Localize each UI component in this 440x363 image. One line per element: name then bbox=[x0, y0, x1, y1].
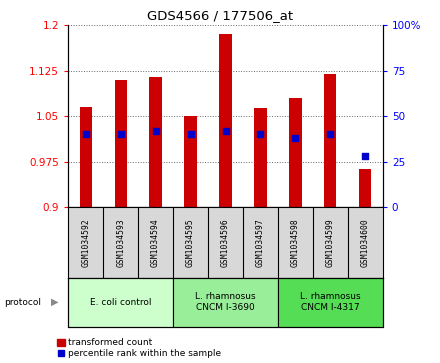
Text: GSM1034600: GSM1034600 bbox=[361, 218, 370, 267]
Point bbox=[327, 131, 334, 137]
Legend: transformed count, percentile rank within the sample: transformed count, percentile rank withi… bbox=[57, 338, 221, 359]
Point bbox=[257, 131, 264, 137]
Point bbox=[152, 128, 159, 134]
Point bbox=[292, 135, 299, 141]
Text: ▶: ▶ bbox=[51, 297, 58, 307]
Text: GSM1034594: GSM1034594 bbox=[151, 218, 160, 267]
Point bbox=[117, 131, 124, 137]
Text: L. rhamnosus
CNCM I-3690: L. rhamnosus CNCM I-3690 bbox=[195, 293, 256, 312]
Text: GDS4566 / 177506_at: GDS4566 / 177506_at bbox=[147, 9, 293, 22]
Bar bbox=[359, 169, 371, 207]
Point bbox=[82, 131, 89, 137]
Text: protocol: protocol bbox=[4, 298, 41, 307]
Text: L. rhamnosus
CNCM I-4317: L. rhamnosus CNCM I-4317 bbox=[300, 293, 361, 312]
Bar bbox=[278, 278, 383, 327]
Bar bbox=[324, 74, 337, 207]
Text: GSM1034593: GSM1034593 bbox=[116, 218, 125, 267]
Text: GSM1034595: GSM1034595 bbox=[186, 218, 195, 267]
Point bbox=[362, 153, 369, 159]
Bar bbox=[150, 77, 162, 207]
Text: GSM1034597: GSM1034597 bbox=[256, 218, 265, 267]
Bar bbox=[68, 278, 173, 327]
Text: GSM1034598: GSM1034598 bbox=[291, 218, 300, 267]
Text: GSM1034599: GSM1034599 bbox=[326, 218, 335, 267]
Point bbox=[187, 131, 194, 137]
Bar bbox=[289, 98, 301, 207]
Bar bbox=[80, 107, 92, 207]
Bar bbox=[114, 80, 127, 207]
Bar bbox=[254, 108, 267, 207]
Bar bbox=[173, 278, 278, 327]
Point bbox=[222, 128, 229, 134]
Text: GSM1034596: GSM1034596 bbox=[221, 218, 230, 267]
Text: E. coli control: E. coli control bbox=[90, 298, 151, 307]
Bar bbox=[220, 34, 231, 207]
Bar bbox=[184, 116, 197, 207]
Text: GSM1034592: GSM1034592 bbox=[81, 218, 90, 267]
